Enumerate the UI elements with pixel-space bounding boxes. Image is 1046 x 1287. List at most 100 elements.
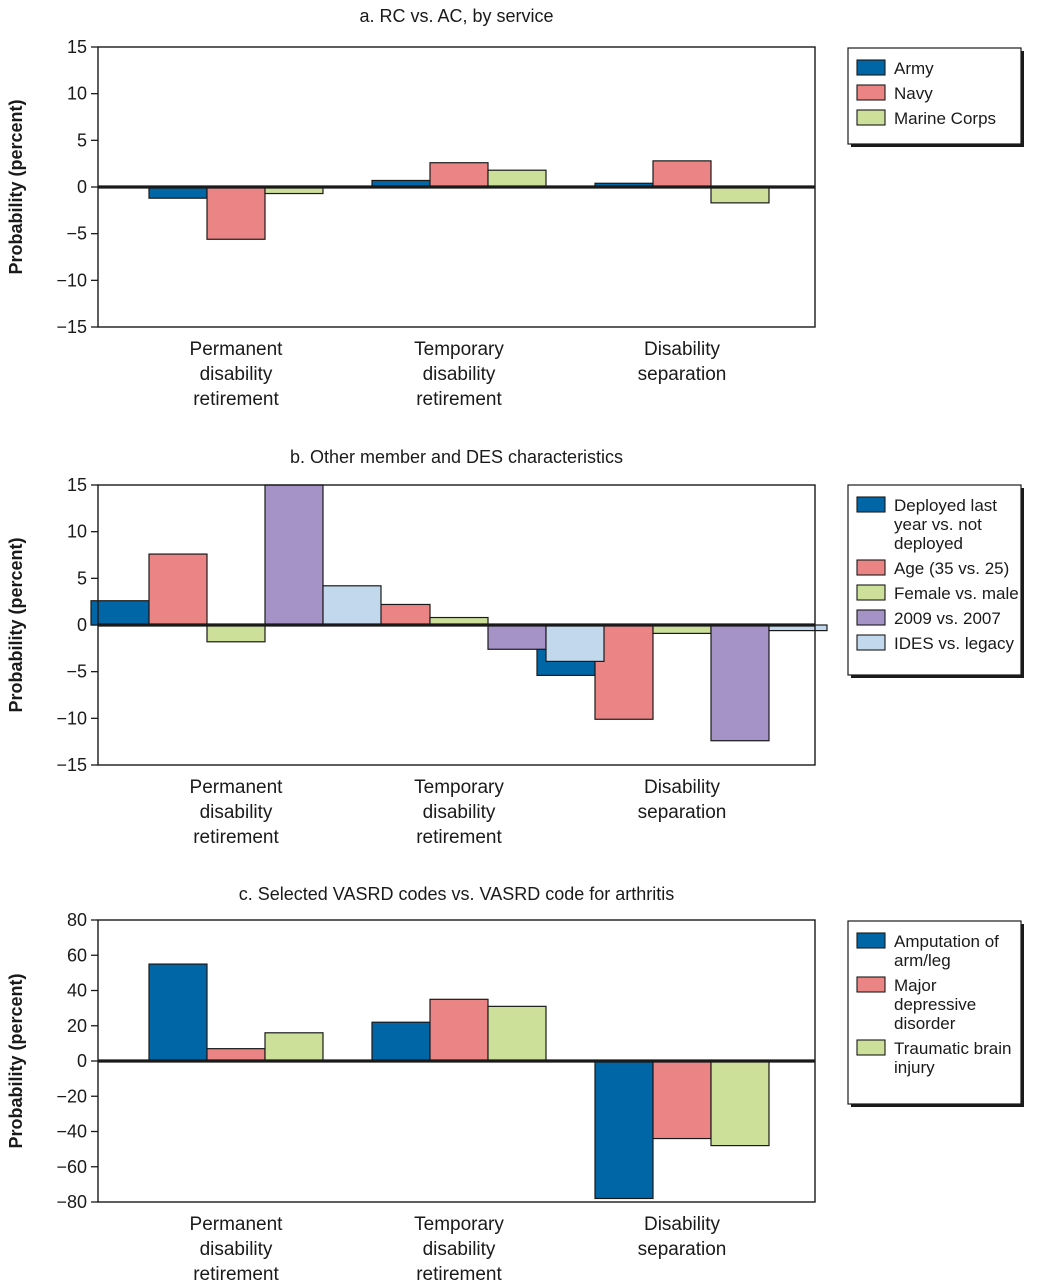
legend-swatch	[856, 109, 886, 126]
bar	[487, 1005, 547, 1062]
bar	[652, 1060, 712, 1140]
category-label: Disability	[644, 777, 721, 798]
legend-label: Female vs. male	[894, 584, 1019, 603]
legend-label: disorder	[894, 1014, 956, 1033]
bar	[206, 186, 266, 240]
legend-label: Army	[894, 59, 934, 78]
bar	[652, 160, 712, 188]
bar	[206, 624, 266, 643]
legend-label: Deployed last	[894, 496, 997, 515]
legend-label: Amputation of	[894, 932, 999, 951]
y-tick-label: −40	[56, 1122, 87, 1142]
bar	[264, 1032, 324, 1062]
legend-label: injury	[894, 1058, 935, 1077]
category-label: separation	[638, 364, 727, 385]
legend-label: Navy	[894, 84, 933, 103]
legend-swatch	[856, 584, 886, 601]
bar	[710, 1060, 770, 1147]
legend-swatch	[856, 496, 886, 513]
category-label: disability	[423, 802, 496, 823]
category-label: Disability	[644, 1214, 721, 1235]
bar	[148, 553, 208, 626]
bar	[206, 1048, 266, 1062]
y-tick-label: −5	[66, 224, 87, 244]
category-label: separation	[638, 802, 727, 823]
legend-label: Major	[894, 976, 937, 995]
bar	[322, 585, 382, 626]
category-label: Temporary	[414, 1214, 504, 1235]
legend-label: arm/leg	[894, 951, 951, 970]
y-tick-label: −60	[56, 1157, 87, 1177]
category-label: retirement	[193, 827, 279, 848]
chart-title: a. RC vs. AC, by service	[359, 6, 553, 26]
category-label: disability	[200, 1239, 273, 1260]
bar	[710, 186, 770, 204]
category-label: retirement	[416, 827, 502, 848]
chart-panel-a: a. RC vs. AC, by service Probability (per…	[6, 6, 1024, 410]
y-axis-label: Probability (percent)	[6, 973, 26, 1148]
y-tick-label: 0	[77, 615, 87, 635]
y-axis-label: Probability (percent)	[6, 537, 26, 712]
legend-swatch	[856, 634, 886, 651]
category-label: retirement	[193, 389, 279, 410]
y-tick-label: −5	[66, 662, 87, 682]
y-tick-label: 10	[67, 522, 87, 542]
chart-title: b. Other member and DES characteristics	[290, 447, 623, 467]
category-label: disability	[200, 364, 273, 385]
category-label: Permanent	[190, 1214, 284, 1235]
y-tick-label: −80	[56, 1192, 87, 1212]
legend-swatch	[856, 1039, 886, 1056]
legend-swatch	[856, 59, 886, 76]
chart-title: c. Selected VASRD codes vs. VASRD code f…	[239, 884, 675, 904]
category-label: disability	[200, 802, 273, 823]
y-tick-label: 5	[77, 130, 87, 150]
category-label: separation	[638, 1239, 727, 1260]
legend-label: 2009 vs. 2007	[894, 609, 1001, 628]
legend-swatch	[856, 559, 886, 576]
y-tick-label: −20	[56, 1086, 87, 1106]
legend-swatch	[856, 976, 886, 993]
category-label: retirement	[416, 389, 502, 410]
y-tick-label: 20	[67, 1016, 87, 1036]
bar	[594, 1060, 654, 1200]
chart-panel-b: b. Other member and DES characteristics P…	[6, 447, 1024, 848]
y-tick-label: 80	[67, 910, 87, 930]
legend-box	[847, 920, 1022, 1105]
bar	[371, 1021, 431, 1062]
legend-label: depressive	[894, 995, 976, 1014]
y-tick-label: −15	[56, 755, 87, 775]
bar	[148, 186, 208, 199]
category-label: retirement	[416, 1264, 502, 1282]
legend-swatch	[856, 932, 886, 949]
legend-label: Marine Corps	[894, 109, 996, 128]
legend-swatch	[856, 609, 886, 626]
category-label: disability	[423, 364, 496, 385]
legend-label: Traumatic brain	[894, 1039, 1011, 1058]
bar	[594, 624, 654, 720]
legend-label: Age (35 vs. 25)	[894, 559, 1009, 578]
y-axis-label: Probability (percent)	[6, 99, 26, 274]
category-label: retirement	[193, 1264, 279, 1282]
y-tick-label: 10	[67, 84, 87, 104]
bar	[487, 169, 547, 188]
y-tick-label: 5	[77, 568, 87, 588]
legend-label: year vs. not	[894, 515, 982, 534]
bar	[545, 624, 605, 663]
bar	[429, 162, 489, 188]
bar	[487, 624, 547, 650]
bar	[90, 600, 150, 626]
category-label: Permanent	[190, 777, 284, 798]
y-tick-label: 0	[77, 177, 87, 197]
y-tick-label: 15	[67, 475, 87, 495]
y-tick-label: 15	[67, 37, 87, 57]
bar	[429, 998, 489, 1062]
y-tick-label: 0	[77, 1051, 87, 1071]
y-tick-label: −10	[56, 270, 87, 290]
legend-label: IDES vs. legacy	[894, 634, 1014, 653]
y-tick-label: −10	[56, 708, 87, 728]
category-label: Temporary	[414, 777, 504, 798]
category-label: Disability	[644, 339, 721, 360]
legend-swatch	[856, 84, 886, 101]
y-tick-label: 40	[67, 981, 87, 1001]
legend-label: deployed	[894, 534, 963, 553]
